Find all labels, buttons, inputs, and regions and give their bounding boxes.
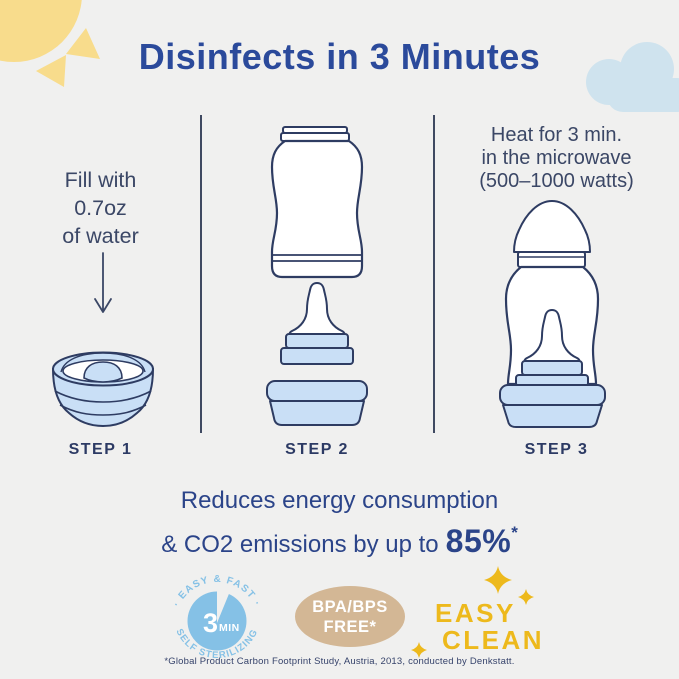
- claim-line1: Reduces energy consumption: [180, 487, 499, 514]
- step1-instruction-line: of water: [62, 224, 139, 248]
- sterilizer-bowl-illustration: [51, 351, 155, 428]
- easy-clean-line2: CLEAN: [442, 625, 545, 655]
- bpa-free-badge: BPA/BPS FREE*: [295, 586, 405, 647]
- cloud-icon: [586, 42, 679, 112]
- claim-line2-prefix: & CO2 emissions by up to: [161, 531, 439, 558]
- step2-label: STEP 2: [285, 441, 349, 458]
- step3-instruction-line: in the microwave: [481, 147, 632, 169]
- sparkle-icon: [484, 566, 512, 594]
- arrow-down-icon: [94, 252, 112, 313]
- energy-claim: Reduces energy consumption & CO2 emissio…: [0, 486, 679, 562]
- footnote: *Global Product Carbon Footprint Study, …: [164, 656, 515, 667]
- step3-instruction-line: (500–1000 watts): [479, 170, 634, 192]
- self-sterilizing-badge: 3 MIN · EASY & FAST · SELF STERILIZING: [171, 574, 261, 661]
- sparkle-icon: [518, 589, 534, 605]
- column-divider-left: [200, 115, 202, 433]
- claim-line2: & CO2 emissions by up to 85%*: [0, 516, 679, 562]
- step3-label: STEP 3: [524, 441, 589, 458]
- badge-minutes-unit: MIN: [219, 622, 240, 634]
- step1-instruction: Fill with 0.7oz of water: [0, 166, 201, 250]
- disassembled-bottle-illustration: [266, 126, 368, 426]
- step1-instruction-line: 0.7oz: [74, 196, 127, 220]
- bpa-badge-line2: FREE*: [323, 617, 377, 636]
- sun-icon: [0, 0, 100, 87]
- step1-instruction-line: Fill with: [64, 168, 137, 192]
- column-divider-right: [433, 115, 435, 433]
- badge-minutes-value: 3: [203, 608, 218, 638]
- step3-instruction-line: Heat for 3 min.: [490, 124, 623, 146]
- bpa-badge-line1: BPA/BPS: [312, 597, 388, 616]
- claim-highlight: 85%: [445, 523, 512, 559]
- easy-clean-line1: EASY: [435, 598, 516, 628]
- sparkle-icon: [411, 642, 427, 658]
- easy-clean-badge: EASY CLEAN: [408, 560, 578, 670]
- claim-footnote-marker: *: [511, 523, 518, 542]
- step1-label: STEP 1: [68, 441, 133, 458]
- step3-instruction: Heat for 3 min. in the microwave (500–10…: [434, 124, 679, 193]
- page-title: Disinfects in 3 Minutes: [138, 36, 541, 77]
- timer-wedge-icon: [217, 585, 231, 623]
- assembled-bottle-illustration: [499, 200, 606, 428]
